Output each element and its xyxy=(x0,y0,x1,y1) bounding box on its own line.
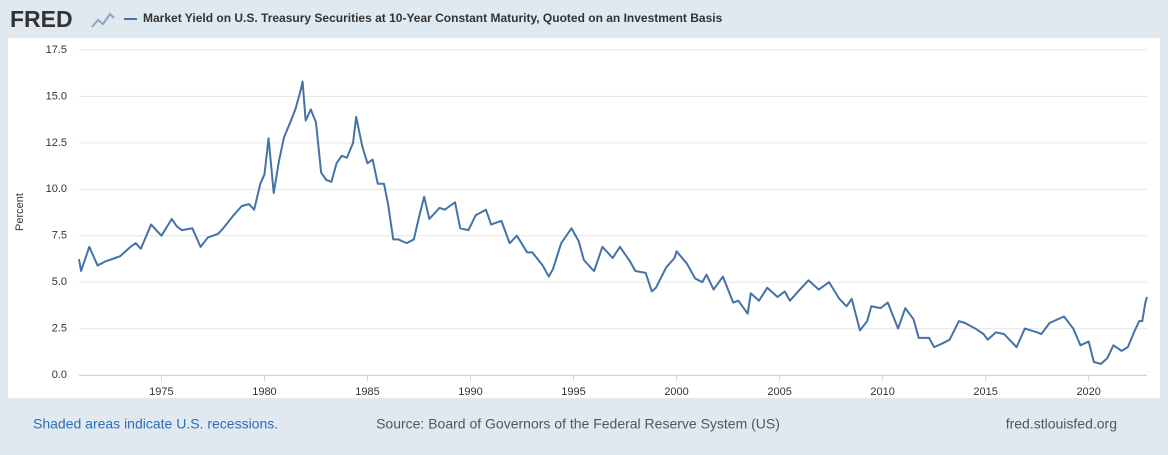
series-line xyxy=(78,80,1148,365)
x-tick-label: 2000 xyxy=(664,386,688,398)
y-tick-label: 12.5 xyxy=(46,137,67,149)
x-tick-label: 2005 xyxy=(767,386,791,398)
y-tick-label: 17.5 xyxy=(46,44,67,56)
y-tick-label: 5.0 xyxy=(52,276,67,288)
y-tick-label: 2.5 xyxy=(52,322,67,334)
logo-icon xyxy=(91,12,115,28)
x-tick-label: 2015 xyxy=(973,386,997,398)
x-tick-label: 2010 xyxy=(870,386,894,398)
y-tick-label: 0.0 xyxy=(52,369,67,381)
source: Source: Board of Governors of the Federa… xyxy=(376,416,780,432)
plot-background xyxy=(8,38,1160,398)
x-tick-label: 1975 xyxy=(149,386,173,398)
y-tick-label: 10.0 xyxy=(46,183,67,195)
legend-label: Market Yield on U.S. Treasury Securities… xyxy=(143,11,723,25)
x-tick-label: 1980 xyxy=(252,386,276,398)
site-link[interactable]: fred.stlouisfed.org xyxy=(1006,416,1117,432)
recession-note[interactable]: Shaded areas indicate U.S. recessions. xyxy=(33,416,278,432)
y-axis-label: Percent xyxy=(14,193,26,231)
y-tick-label: 7.5 xyxy=(52,230,67,242)
y-tick-label: 15.0 xyxy=(46,90,67,102)
logo: FRED xyxy=(10,6,73,32)
x-tick-label: 1995 xyxy=(561,386,585,398)
x-tick-label: 1990 xyxy=(458,386,482,398)
x-tick-label: 1985 xyxy=(355,386,379,398)
x-tick-label: 2020 xyxy=(1076,386,1100,398)
